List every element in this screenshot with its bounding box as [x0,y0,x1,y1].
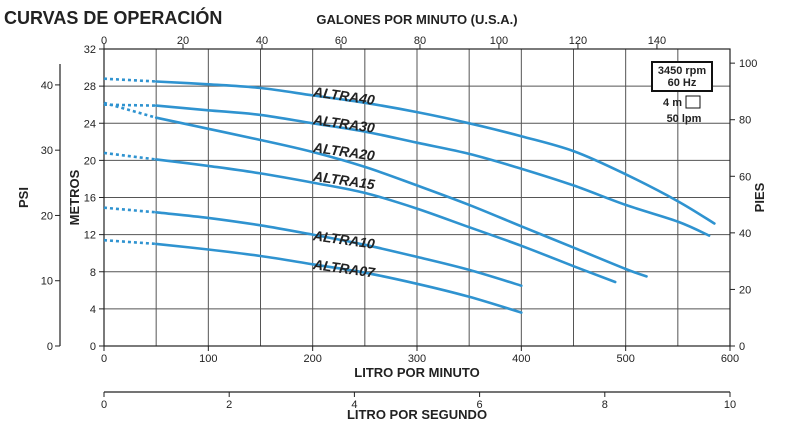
legend-scale-vertical: 4 m [663,97,682,109]
second-bottom-tick-label: 6 [477,399,483,411]
curves: ALTRA40ALTRA30ALTRA20ALTRA15ALTRA10ALTRA… [103,77,716,314]
feet-tick-label: 100 [739,58,757,70]
grid [104,49,730,346]
meters-tick-label: 12 [84,230,96,242]
meters-tick-label: 8 [90,267,96,279]
curve-altra10 [154,211,523,287]
legend-box [651,61,713,92]
top-tick-label: 20 [177,35,189,47]
legend-scale-square [685,95,701,109]
meters-tick-label: 32 [84,44,96,56]
psi-tick-label: 40 [41,80,53,92]
curve-label-altra07: ALTRA07 [311,256,377,281]
bottom-tick-label: 400 [512,353,530,365]
second-bottom-tick-label: 10 [724,399,736,411]
feet-tick-label: 0 [739,341,745,353]
meters-tick-label: 20 [84,155,96,167]
top-tick-label: 120 [569,35,587,47]
bottom-tick-label: 500 [616,353,634,365]
bottom-tick-label: 200 [303,353,321,365]
second-bottom-tick-label: 2 [226,399,232,411]
curve-altra40 [154,80,716,225]
chart-title: CURVAS DE OPERACIÓN [4,7,222,28]
curve-altra07-dashed [103,238,157,246]
second-bottom-tick-label: 8 [602,399,608,411]
curve-altra20 [154,116,648,278]
legend-rpm: 3450 rpm [658,65,707,77]
top-tick-label: 0 [101,35,107,47]
feet-axis-title: PIES [752,182,767,212]
second-bottom-axis-title: LITRO POR SEGUNDO [347,407,487,422]
feet-tick-label: 60 [739,171,751,183]
top-tick-label: 40 [256,35,268,47]
meters-tick-label: 4 [90,304,96,316]
second-bottom-tick-label: 0 [101,399,107,411]
bottom-tick-label: 300 [408,353,426,365]
meters-tick-label: 16 [84,193,96,205]
top-axis-title: GALONES POR MINUTO (U.S.A.) [316,12,517,27]
feet-tick-label: 80 [739,115,751,127]
top-tick-label: 80 [414,35,426,47]
curve-altra07 [154,242,523,314]
psi-tick-label: 0 [47,341,53,353]
feet-tick-label: 20 [739,284,751,296]
curve-label-altra10: ALTRA10 [311,227,376,252]
bottom-axis-title: LITRO POR MINUTO [354,365,479,380]
curve-altra15-dashed [103,151,157,161]
curve-altra15 [154,158,617,284]
bottom-tick-label: 100 [199,353,217,365]
bottom-tick-label: 600 [721,353,739,365]
feet-tick-label: 40 [739,228,751,240]
psi-tick-label: 30 [41,145,53,157]
meters-tick-label: 24 [84,118,96,130]
legend: 3450 rpm 60 Hz 4 m 50 lpm [651,61,713,125]
legend-scale-horizontal: 50 lpm [667,113,702,125]
legend-hz: 60 Hz [668,77,697,89]
psi-tick-label: 20 [41,210,53,222]
meters-tick-label: 28 [84,81,96,93]
bottom-tick-label: 0 [101,353,107,365]
curve-altra10-dashed [103,206,157,214]
psi-axis-title: PSI [16,187,31,208]
psi-tick-label: 10 [41,276,53,288]
meters-axis-title: METROS [67,169,82,225]
curve-label-altra30: ALTRA30 [311,111,376,136]
top-tick-label: 60 [335,35,347,47]
curve-altra40-dashed [103,77,157,83]
meters-tick-label: 0 [90,341,96,353]
top-tick-label: 140 [648,35,666,47]
second-bottom-tick-label: 4 [351,399,357,411]
curve-label-altra40: ALTRA40 [311,83,376,108]
top-tick-label: 100 [490,35,508,47]
curve-altra30 [154,104,711,237]
